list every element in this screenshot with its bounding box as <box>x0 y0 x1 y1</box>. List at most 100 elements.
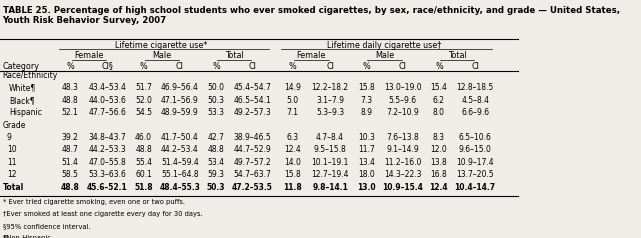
Text: 49.2–57.3: 49.2–57.3 <box>233 108 271 117</box>
Text: 46.0: 46.0 <box>135 133 152 142</box>
Text: 44.7–52.9: 44.7–52.9 <box>233 145 271 154</box>
Text: 43.4–53.4: 43.4–53.4 <box>88 83 126 92</box>
Text: 54.7–63.7: 54.7–63.7 <box>233 170 271 179</box>
Text: 6.3: 6.3 <box>287 133 299 142</box>
Text: 10.1–19.1: 10.1–19.1 <box>312 158 349 167</box>
Text: 13.0: 13.0 <box>357 183 376 192</box>
Text: Race/Ethnicity: Race/Ethnicity <box>3 71 58 80</box>
Text: Total: Total <box>447 51 467 60</box>
Text: 11.2–16.0: 11.2–16.0 <box>384 158 421 167</box>
Text: White¶: White¶ <box>9 83 36 92</box>
Text: 48.8: 48.8 <box>60 183 79 192</box>
Text: 52.1: 52.1 <box>62 108 78 117</box>
Text: 45.4–54.7: 45.4–54.7 <box>233 83 271 92</box>
Text: 47.7–56.6: 47.7–56.6 <box>88 108 126 117</box>
Text: 5.5–9.6: 5.5–9.6 <box>388 96 417 105</box>
Text: 39.2: 39.2 <box>62 133 78 142</box>
Text: 18.0: 18.0 <box>358 170 375 179</box>
Text: 12.4: 12.4 <box>285 145 301 154</box>
Text: 9.1–14.9: 9.1–14.9 <box>387 145 419 154</box>
Text: §95% confidence interval.: §95% confidence interval. <box>3 223 90 229</box>
Text: 10.9–15.4: 10.9–15.4 <box>382 183 423 192</box>
Text: CI: CI <box>326 62 334 71</box>
Text: 9.5–15.8: 9.5–15.8 <box>313 145 346 154</box>
Text: 51.4–59.4: 51.4–59.4 <box>161 158 199 167</box>
Text: 12.8–18.5: 12.8–18.5 <box>456 83 494 92</box>
Text: 47.0–55.8: 47.0–55.8 <box>88 158 126 167</box>
Text: 41.7–50.4: 41.7–50.4 <box>161 133 199 142</box>
Text: 8.3: 8.3 <box>433 133 445 142</box>
Text: 16.8: 16.8 <box>431 170 447 179</box>
Text: CI§: CI§ <box>101 62 113 71</box>
Text: 4.5–8.4: 4.5–8.4 <box>461 96 489 105</box>
Text: 6.5–10.6: 6.5–10.6 <box>459 133 492 142</box>
Text: 49.7–57.2: 49.7–57.2 <box>233 158 271 167</box>
Text: 9.6–15.0: 9.6–15.0 <box>459 145 492 154</box>
Text: 44.2–53.4: 44.2–53.4 <box>161 145 199 154</box>
Text: 44.2–53.3: 44.2–53.3 <box>88 145 126 154</box>
Text: 60.1: 60.1 <box>135 170 152 179</box>
Text: 53.3–63.6: 53.3–63.6 <box>88 170 126 179</box>
Text: Category: Category <box>3 62 40 71</box>
Text: %: % <box>435 62 443 71</box>
Text: 38.9–46.5: 38.9–46.5 <box>233 133 271 142</box>
Text: TABLE 25. Percentage of high school students who ever smoked cigarettes, by sex,: TABLE 25. Percentage of high school stud… <box>3 6 620 25</box>
Text: 44.0–53.6: 44.0–53.6 <box>88 96 126 105</box>
Text: %: % <box>140 62 147 71</box>
Text: Lifetime cigarette use*: Lifetime cigarette use* <box>115 41 207 50</box>
Text: 48.4–55.3: 48.4–55.3 <box>160 183 200 192</box>
Text: Male: Male <box>375 51 394 60</box>
Text: 13.0–19.0: 13.0–19.0 <box>384 83 421 92</box>
Text: 54.5: 54.5 <box>135 108 152 117</box>
Text: 4.7–8.4: 4.7–8.4 <box>316 133 344 142</box>
Text: 13.4: 13.4 <box>358 158 375 167</box>
Text: 10.3: 10.3 <box>358 133 375 142</box>
Text: 46.9–56.4: 46.9–56.4 <box>161 83 199 92</box>
Text: 48.8: 48.8 <box>208 145 224 154</box>
Text: %: % <box>362 62 370 71</box>
Text: 55.4: 55.4 <box>135 158 152 167</box>
Text: %: % <box>212 62 220 71</box>
Text: Black¶: Black¶ <box>9 96 35 105</box>
Text: 10: 10 <box>7 145 17 154</box>
Text: CI: CI <box>249 62 256 71</box>
Text: Female: Female <box>74 51 103 60</box>
Text: 14.0: 14.0 <box>285 158 301 167</box>
Text: 14.9: 14.9 <box>285 83 301 92</box>
Text: 11.8: 11.8 <box>283 183 302 192</box>
Text: 13.8: 13.8 <box>431 158 447 167</box>
Text: 50.0: 50.0 <box>208 83 224 92</box>
Text: 12.2–18.2: 12.2–18.2 <box>312 83 349 92</box>
Text: 55.1–64.8: 55.1–64.8 <box>161 170 199 179</box>
Text: 7.1: 7.1 <box>287 108 299 117</box>
Text: * Ever tried cigarette smoking, even one or two puffs.: * Ever tried cigarette smoking, even one… <box>3 199 185 205</box>
Text: 12.4: 12.4 <box>429 183 448 192</box>
Text: 6.2: 6.2 <box>433 96 445 105</box>
Text: CI: CI <box>399 62 406 71</box>
Text: 51.8: 51.8 <box>134 183 153 192</box>
Text: %: % <box>289 62 297 71</box>
Text: 47.1–56.9: 47.1–56.9 <box>161 96 199 105</box>
Text: Hispanic: Hispanic <box>9 108 42 117</box>
Text: 51.7: 51.7 <box>135 83 152 92</box>
Text: 59.3: 59.3 <box>208 170 224 179</box>
Text: ¶Non-Hispanic.: ¶Non-Hispanic. <box>3 235 54 238</box>
Text: †Ever smoked at least one cigarette every day for 30 days.: †Ever smoked at least one cigarette ever… <box>3 211 202 217</box>
Text: 48.7: 48.7 <box>62 145 78 154</box>
Text: 42.7: 42.7 <box>208 133 224 142</box>
Text: 11.7: 11.7 <box>358 145 375 154</box>
Text: 34.8–43.7: 34.8–43.7 <box>88 133 126 142</box>
Text: 8.9: 8.9 <box>360 108 372 117</box>
Text: Male: Male <box>152 51 171 60</box>
Text: 15.8: 15.8 <box>358 83 375 92</box>
Text: 9.8–14.1: 9.8–14.1 <box>312 183 348 192</box>
Text: 7.2–10.9: 7.2–10.9 <box>387 108 419 117</box>
Text: 46.5–54.1: 46.5–54.1 <box>233 96 271 105</box>
Text: 15.4: 15.4 <box>431 83 447 92</box>
Text: Total: Total <box>225 51 244 60</box>
Text: %: % <box>66 62 74 71</box>
Text: 5.0: 5.0 <box>287 96 299 105</box>
Text: Grade: Grade <box>3 121 26 130</box>
Text: 50.3: 50.3 <box>207 183 226 192</box>
Text: 12.0: 12.0 <box>431 145 447 154</box>
